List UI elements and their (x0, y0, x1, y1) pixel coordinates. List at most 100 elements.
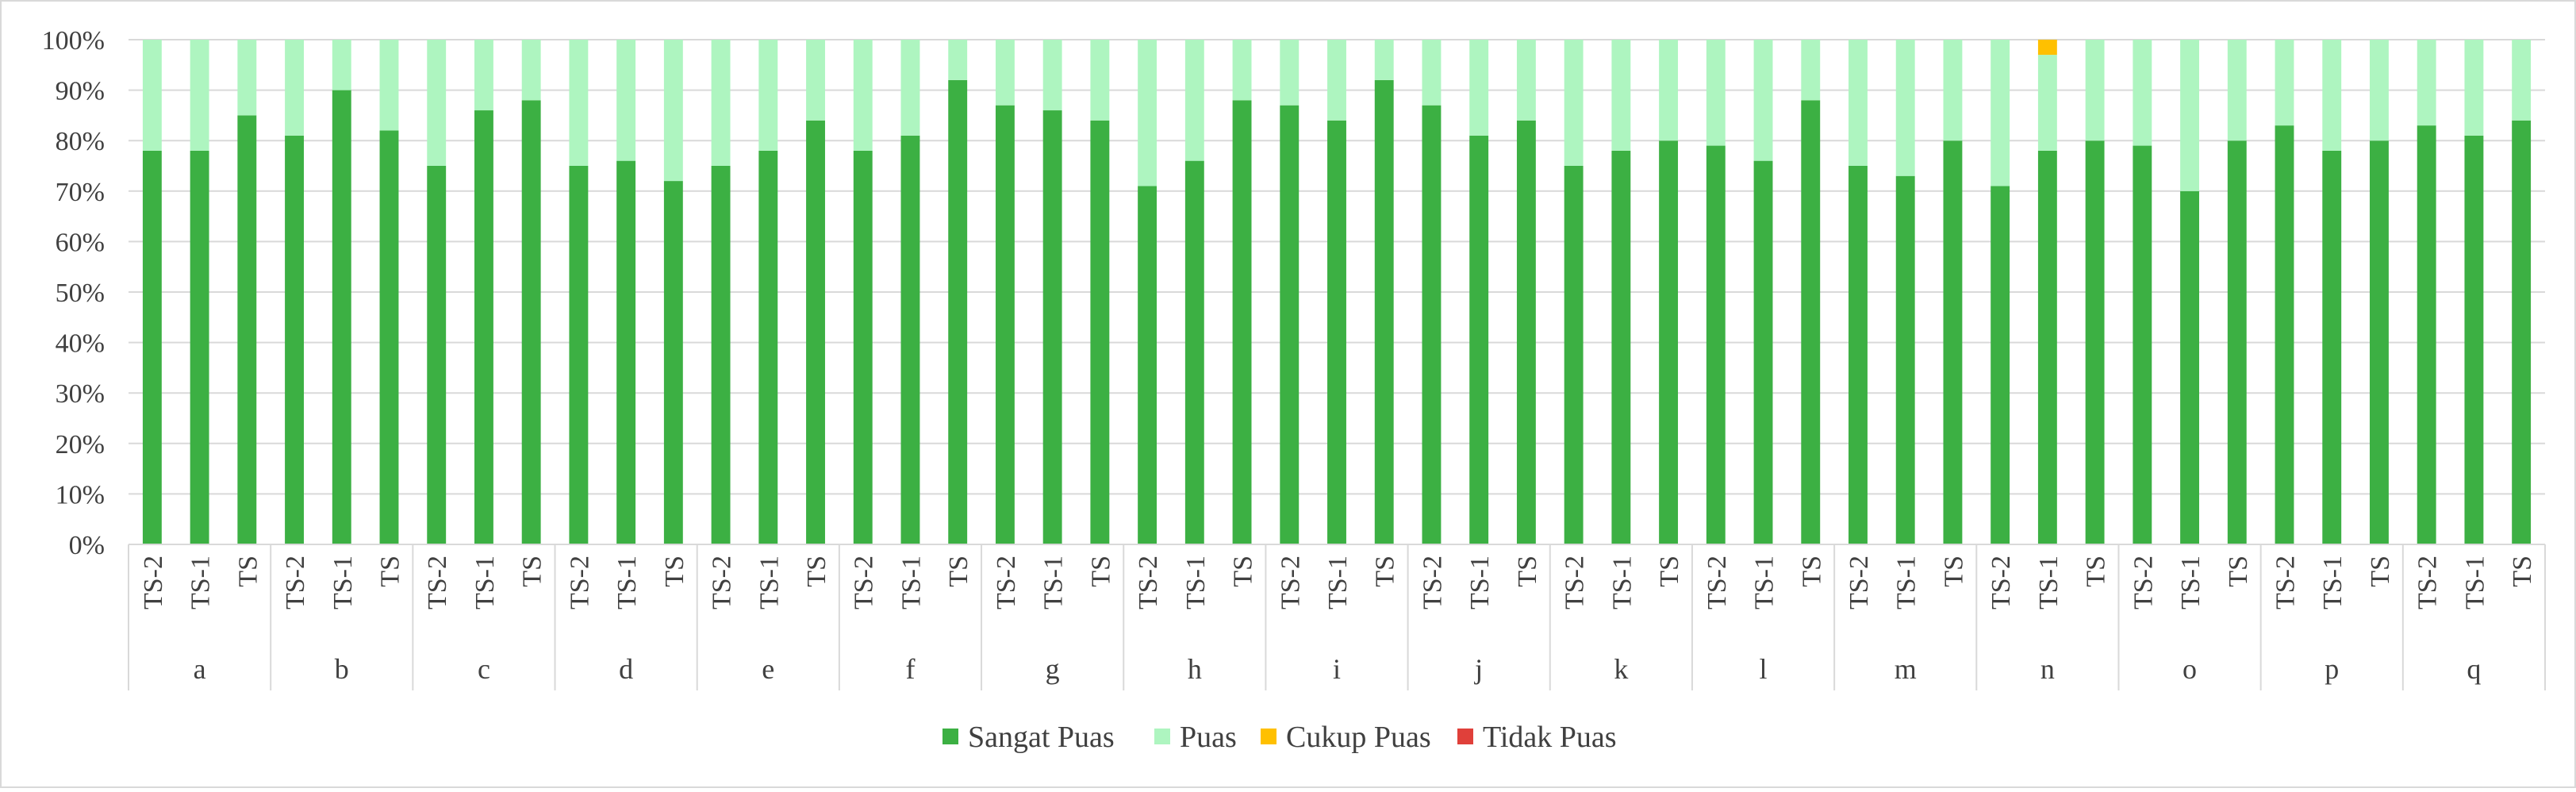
bar-segment-sangat-puas (663, 181, 683, 544)
bar-segment-sangat-puas (806, 120, 825, 544)
x-tick-label: TS (1655, 556, 1684, 587)
bar-segment-puas (1895, 40, 1915, 176)
bar-segment-puas (521, 40, 541, 101)
bar-segment-sangat-puas (379, 130, 399, 545)
bar-segment-puas (1943, 40, 1963, 141)
group-label: l (1760, 653, 1768, 685)
bar-segment-puas (190, 40, 209, 151)
bar-segment-sangat-puas (142, 150, 162, 545)
bar-segment-sangat-puas (285, 135, 304, 545)
bar-segment-sangat-puas (2464, 135, 2484, 545)
bar-segment-sangat-puas (1706, 145, 1726, 544)
x-tick-label: TS-2 (1418, 556, 1447, 609)
bar-segment-sangat-puas (1659, 140, 1679, 544)
x-tick-label: TS-2 (1276, 556, 1305, 609)
bar-segment-sangat-puas (1943, 140, 1963, 544)
bar-segment-puas (2133, 40, 2152, 146)
bar-segment-puas (1469, 40, 1489, 136)
y-tick-label: 100% (42, 26, 105, 56)
group-label: b (335, 653, 349, 685)
legend-swatch (1154, 729, 1170, 744)
bar-segment-puas (806, 40, 825, 121)
group-label: q (2467, 653, 2481, 685)
x-tick-label: TS-1 (612, 556, 642, 609)
bar-segment-puas (1516, 40, 1536, 121)
x-tick-label: TS-2 (1703, 556, 1732, 609)
x-tick-label: TS (1229, 556, 1258, 587)
bar-segment-puas (900, 40, 920, 136)
bar-segment-puas (1564, 40, 1584, 166)
bar-segment-sangat-puas (1849, 166, 1868, 544)
y-tick-label: 50% (56, 279, 105, 308)
y-tick-label: 80% (56, 127, 105, 156)
bars (142, 40, 2532, 545)
bar-segment-puas (995, 40, 1015, 106)
bar-segment-sangat-puas (427, 166, 447, 544)
x-tick-label: TS (2224, 556, 2253, 587)
bar-segment-puas (332, 40, 351, 90)
bar-segment-puas (663, 40, 683, 182)
x-tick-label: TS-2 (1845, 556, 1874, 609)
x-tick-label: TS (1513, 556, 1542, 587)
x-tick-label: TS (1797, 556, 1826, 587)
group-label: g (1046, 653, 1060, 685)
bar-segment-puas (2037, 55, 2057, 151)
bar-segment-sangat-puas (948, 79, 968, 544)
bar-segment-sangat-puas (758, 150, 778, 545)
bar-segment-puas (1138, 40, 1157, 186)
x-tick-label: TS-2 (1134, 556, 1163, 609)
x-tick-label: TS (660, 556, 689, 587)
bar-segment-sangat-puas (1516, 120, 1536, 544)
x-tick-label: TS (2082, 556, 2111, 587)
x-tick-label: TS-1 (2460, 556, 2490, 609)
x-tick-label: TS-1 (186, 556, 216, 609)
bar-segment-sangat-puas (900, 135, 920, 545)
bar-segment-puas (1327, 40, 1346, 121)
group-label: h (1188, 653, 1202, 685)
legend-label: Tidak Puas (1483, 721, 1617, 754)
bar-segment-puas (2464, 40, 2484, 136)
legend-swatch (1261, 729, 1276, 744)
x-tick-label: TS-1 (328, 556, 358, 609)
bar-segment-puas (1374, 40, 1394, 80)
x-tick-label: TS-2 (139, 556, 168, 609)
bar-segment-sangat-puas (1564, 166, 1584, 544)
bar-segment-sangat-puas (1611, 150, 1631, 545)
bar-segment-puas (2275, 40, 2294, 126)
group-label: j (1473, 653, 1483, 685)
y-tick-label: 0% (69, 531, 105, 560)
bar-segment-sangat-puas (190, 150, 209, 545)
bar-segment-puas (758, 40, 778, 151)
bar-segment-puas (474, 40, 493, 111)
bar-segment-puas (1801, 40, 1821, 101)
y-tick-label: 10% (56, 480, 105, 509)
x-tick-label: TS-1 (1465, 556, 1495, 609)
group-label: m (1895, 653, 1917, 685)
legend-swatch (942, 729, 958, 744)
y-tick-label: 20% (56, 430, 105, 459)
x-tick-label: TS-1 (2176, 556, 2206, 609)
x-tick-label: TS-1 (2318, 556, 2348, 609)
x-tick-label: TS-2 (2271, 556, 2301, 609)
x-tick-label: TS (233, 556, 263, 587)
bar-segment-puas (711, 40, 731, 166)
x-tick-label: TS-1 (1750, 556, 1779, 609)
x-tick-label: TS-2 (1987, 556, 2016, 609)
x-tick-label: TS-1 (1607, 556, 1637, 609)
bar-segment-sangat-puas (332, 90, 351, 545)
bar-segment-puas (2085, 40, 2105, 141)
bar-segment-sangat-puas (2180, 190, 2200, 545)
bar-segment-puas (1849, 40, 1868, 166)
bar-segment-sangat-puas (1327, 120, 1346, 544)
x-tick-label: TS (2508, 556, 2537, 587)
bar-segment-sangat-puas (521, 100, 541, 544)
bar-segment-sangat-puas (2085, 140, 2105, 544)
bar-segment-sangat-puas (1374, 79, 1394, 544)
bar-segment-puas (237, 40, 257, 116)
bar-segment-puas (2322, 40, 2342, 151)
bar-segment-sangat-puas (2037, 150, 2057, 545)
bar-segment-sangat-puas (1042, 110, 1062, 545)
legend-label: Puas (1180, 721, 1237, 754)
